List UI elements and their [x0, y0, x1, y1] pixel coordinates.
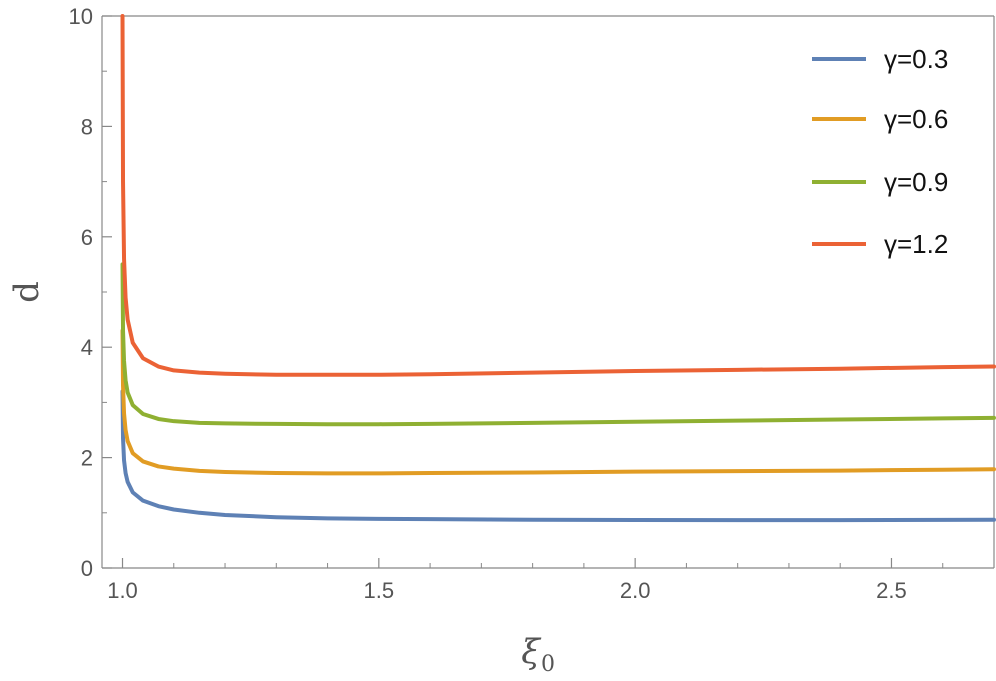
y-tick-label: 10 [69, 4, 93, 29]
y-axis-ticks: 0 2 4 6 8 10 [69, 4, 112, 581]
x-axis-ticks: 1.0 1.5 2.0 2.5 [107, 558, 944, 603]
x-axis-label: ξ [521, 632, 542, 672]
y-axis-label: d [7, 281, 47, 303]
x-tick-label: 1.5 [364, 578, 395, 603]
x-tick-label: 2.0 [620, 578, 651, 603]
series-line-3 [120, 14, 996, 377]
series-line-1 [120, 328, 996, 476]
x-axis-label-main: ξ [521, 632, 542, 672]
x-tick-label: 2.5 [876, 578, 907, 603]
series-line-0 [120, 389, 996, 523]
legend-label-2: γ=0.9 [884, 167, 948, 197]
x-axis-label-subscript: 0 [541, 652, 555, 677]
series-line-2 [120, 262, 996, 427]
y-tick-label: 4 [81, 335, 93, 360]
legend-label-3: γ=1.2 [884, 229, 948, 259]
legend-label-0: γ=0.3 [884, 44, 948, 74]
x-tick-label: 1.0 [107, 578, 138, 603]
legend-label-1: γ=0.6 [884, 104, 948, 134]
y-tick-label: 8 [81, 114, 93, 139]
y-tick-label: 2 [81, 446, 93, 471]
y-tick-label: 6 [81, 225, 93, 250]
legend: γ=0.3 γ=0.6 γ=0.9 γ=1.2 [812, 44, 948, 259]
plot-frame [101, 15, 995, 569]
y-tick-label: 0 [81, 556, 93, 581]
series-lines [120, 14, 996, 523]
